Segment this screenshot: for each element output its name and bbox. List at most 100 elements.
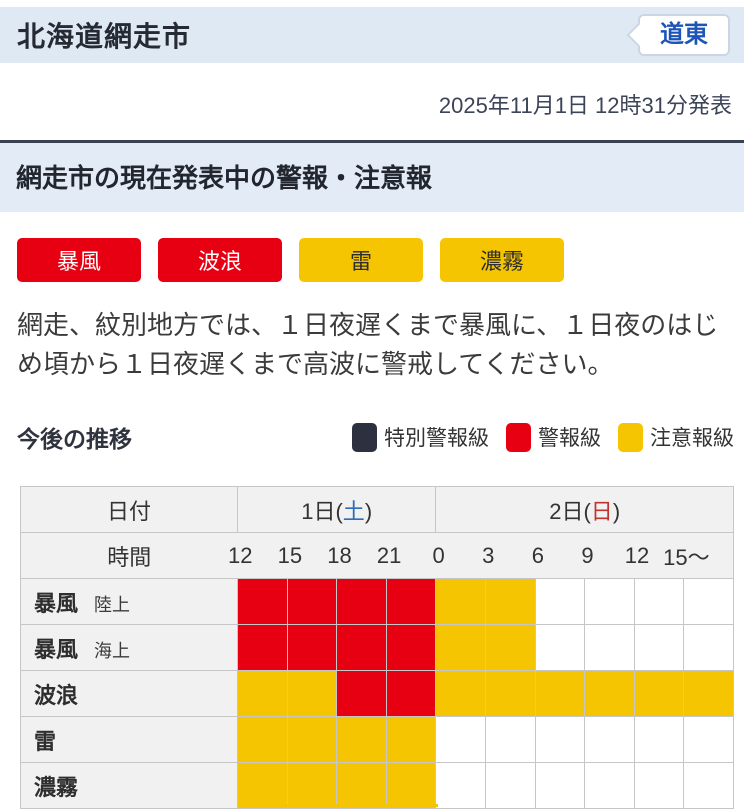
warning-description: 網走、紋別地方では、１日夜遅くまで暴風に、１日夜のはじめ頃から１日夜遅くまで高波…	[17, 310, 719, 379]
forecast-cell	[683, 762, 734, 809]
forecast-cell	[286, 762, 338, 809]
warning-badge: 濃霧	[440, 238, 564, 282]
forecast-cell	[435, 670, 486, 717]
date-suffix: )	[364, 498, 373, 524]
region-button[interactable]: 道東	[626, 13, 730, 57]
row-label-name: 暴風	[34, 636, 79, 662]
forecast-cell	[534, 624, 586, 671]
time-label: 6	[531, 542, 544, 568]
legend-item: 警報級	[506, 422, 601, 452]
forecast-cell	[484, 762, 536, 809]
forecast-cell	[237, 578, 288, 625]
forecast-row: 濃霧	[20, 762, 734, 809]
forecast-cell	[435, 716, 486, 763]
warning-badge: 波浪	[158, 238, 282, 282]
row-label: 暴風 海上	[20, 624, 238, 671]
forecast-cell	[633, 624, 685, 671]
next-table-peek	[240, 804, 438, 807]
legend-item: 特別警報級	[352, 422, 489, 452]
day-of-week: 土	[342, 498, 365, 524]
row-label: 雷	[20, 716, 238, 763]
forecast-cell	[534, 670, 586, 717]
forecast-heading: 今後の推移	[17, 426, 132, 452]
forecast-cell	[484, 578, 536, 625]
time-label: 21	[376, 542, 402, 568]
forecast-cell	[286, 716, 338, 763]
date-header-cell: 1日(土)	[236, 486, 437, 533]
forecast-cell	[336, 578, 387, 625]
row-label-name: 波浪	[34, 682, 79, 708]
warning-badge: 雷	[299, 238, 423, 282]
warning-badges: 暴風 波浪雷濃霧	[17, 238, 744, 282]
forecast-cell	[237, 762, 288, 809]
forecast-cell	[286, 578, 338, 625]
forecast-cell	[633, 578, 685, 625]
forecast-row: 暴風 陸上	[20, 578, 734, 625]
forecast-row: 波浪	[20, 670, 734, 717]
forecast-cell	[484, 624, 536, 671]
page-header: 北海道網走市 道東	[0, 7, 744, 63]
time-header-cell: 3	[482, 532, 536, 579]
row-label-name: 暴風	[34, 590, 79, 616]
forecast-cell	[584, 578, 635, 625]
forecast-cell	[286, 624, 338, 671]
forecast-cell	[534, 762, 586, 809]
time-label: 12	[228, 542, 253, 568]
forecast-table: 日付 1日(土) 2日(日) 時間 12 15 18 21 0 3 6 9 12 15～ 暴風 陸上 暴風 海上波…	[20, 486, 734, 809]
date-header-label: 日付	[20, 486, 238, 533]
forecast-cell	[385, 670, 437, 717]
time-header-row: 時間 12 15 18 21 0 3 6 9 12 15～	[20, 532, 734, 579]
forecast-cell	[385, 624, 437, 671]
forecast-cell	[584, 624, 635, 671]
published-datetime: 2025年11月1日 12時31分発表	[438, 93, 732, 118]
forecast-row: 暴風 海上	[20, 624, 734, 671]
date-header-row: 日付 1日(土) 2日(日)	[20, 486, 734, 533]
date-prefix: 1日(	[301, 498, 343, 524]
forecast-cell	[336, 762, 387, 809]
region-button-label: 道東	[660, 20, 708, 48]
legend-color-swatch	[506, 422, 531, 452]
time-header-cell: 21	[377, 532, 436, 579]
row-label: 濃霧	[20, 762, 238, 809]
row-label-name: 雷	[34, 728, 57, 754]
legend-color-swatch	[618, 422, 643, 452]
forecast-cell	[336, 716, 387, 763]
forecast-cell	[484, 670, 536, 717]
time-header-cell: 9	[581, 532, 635, 579]
row-label: 波浪	[20, 670, 238, 717]
forecast-cell	[683, 716, 734, 763]
warning-badge: 暴風	[17, 238, 141, 282]
legend: 特別警報級 警報級 注意報級	[352, 422, 734, 452]
time-label: 9	[581, 542, 594, 568]
forecast-cell	[633, 716, 685, 763]
time-label: 15～	[663, 544, 710, 570]
forecast-header: 今後の推移 特別警報級 警報級 注意報級	[17, 420, 734, 454]
forecast-cell	[683, 624, 734, 671]
time-header-cell: 15	[278, 532, 337, 579]
forecast-row: 雷	[20, 716, 734, 763]
time-label: 18	[327, 542, 352, 568]
forecast-cell	[435, 624, 486, 671]
forecast-cell	[584, 762, 635, 809]
date-header-cell: 2日(日)	[435, 486, 734, 533]
time-header-label: 時間	[20, 532, 238, 579]
forecast-cell	[633, 670, 685, 717]
row-label-sub: 海上	[94, 640, 131, 661]
forecast-cell	[336, 624, 387, 671]
row-label: 暴風 陸上	[20, 578, 238, 625]
legend-item: 注意報級	[618, 422, 734, 452]
time-header-cell: 15～	[663, 532, 734, 579]
forecast-cell	[435, 578, 486, 625]
forecast-cell	[633, 762, 685, 809]
forecast-cell	[584, 716, 635, 763]
date-suffix: )	[612, 498, 621, 524]
forecast-cell	[237, 624, 288, 671]
row-label-name: 濃霧	[34, 774, 79, 800]
time-label: 12	[624, 542, 650, 568]
legend-label: 特別警報級	[384, 427, 489, 450]
forecast-cell	[286, 670, 338, 717]
time-label: 3	[482, 542, 495, 568]
forecast-cell	[683, 578, 734, 625]
forecast-cell	[534, 578, 586, 625]
legend-label: 注意報級	[650, 427, 734, 450]
